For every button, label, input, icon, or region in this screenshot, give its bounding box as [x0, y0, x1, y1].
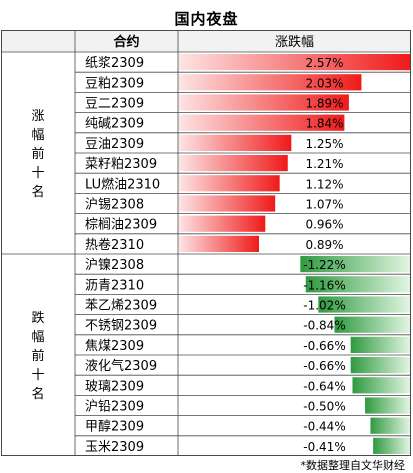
change-label: 1.89%: [305, 97, 343, 111]
change-label: 1.84%: [305, 117, 343, 131]
header-background: [1, 30, 411, 52]
change-label: -1.02%: [303, 299, 345, 313]
loss-bar: [365, 397, 410, 414]
contract-name: 苯乙烯2309: [85, 299, 157, 314]
contract-name: 菜籽粕2309: [85, 157, 157, 172]
gainers-group-label-char: 名: [31, 184, 44, 200]
contract-name: 纯碱2309: [85, 117, 144, 132]
change-label: 2.03%: [305, 76, 343, 90]
change-label: -0.64%: [303, 379, 345, 393]
losers-group-label-char: 名: [31, 386, 44, 402]
table-border: [1, 30, 411, 456]
contract-name: 不锈钢2309: [85, 319, 157, 334]
loss-bar: [352, 377, 410, 394]
change-label: 1.25%: [305, 137, 343, 151]
contract-name: 沥青2310: [85, 278, 144, 293]
gain-bar: [179, 235, 259, 252]
change-label: -0.84%: [303, 319, 345, 333]
gain-bar: [179, 54, 410, 71]
contract-name: 热卷2310: [85, 237, 144, 253]
loss-bar: [350, 336, 410, 353]
change-table: 合约 涨跌幅 纸浆2309 2.57% 豆粕2309 2.03% 豆二2309 1.89% 纯碱…: [1, 30, 411, 456]
contract-name: 棕榈油2309: [85, 218, 157, 233]
contract-name: 玉米2309: [85, 440, 144, 455]
gain-bar: [179, 74, 362, 91]
contract-name: 沪铅2309: [85, 399, 144, 415]
gain-bar: [179, 175, 280, 192]
change-label: -1.22%: [303, 258, 345, 272]
change-label: -0.44%: [303, 420, 345, 434]
contract-name: 纸浆2309: [85, 56, 144, 71]
change-label: -0.41%: [303, 440, 345, 454]
losers-group-label-char: 跌: [31, 310, 44, 326]
loss-bar: [350, 357, 410, 374]
loss-bar: [318, 296, 410, 313]
gainers-group-label-char: 幅: [31, 128, 44, 143]
source-footnote: *数据整理自文华财经: [300, 459, 406, 472]
header-contract: 合约: [113, 34, 139, 50]
losers-group-label-char: 十: [31, 368, 44, 383]
losers-group-label-char: 前: [31, 348, 44, 364]
change-label: 1.07%: [305, 198, 343, 212]
gainers-group-label-char: 前: [31, 146, 44, 162]
gain-bar: [179, 94, 349, 111]
contract-name: 玻璃2309: [85, 379, 144, 394]
loss-bar: [300, 256, 410, 273]
loss-bar: [334, 316, 410, 333]
loss-bar: [305, 276, 410, 293]
change-label: 1.21%: [305, 157, 343, 171]
gainers-group-label-char: 涨: [31, 109, 44, 124]
gain-bar: [179, 134, 292, 151]
change-label: -0.66%: [303, 339, 345, 353]
change-label: 1.12%: [305, 177, 343, 191]
chart-title: 国内夜盘: [174, 10, 239, 28]
contract-name: 沪镍2308: [85, 257, 144, 273]
contract-name: 豆二2309: [85, 97, 144, 112]
contract-name: 沪锡2308: [85, 197, 144, 213]
gain-bar: [179, 155, 288, 172]
change-label: 2.57%: [305, 56, 343, 70]
contract-name: 甲醇2309: [85, 419, 144, 435]
contract-name: 豆粕2309: [85, 76, 144, 91]
gain-bar: [179, 195, 276, 212]
change-label: 0.96%: [305, 218, 343, 232]
contract-name: 豆油2309: [85, 137, 144, 152]
change-label: -1.16%: [303, 278, 345, 292]
gain-bar: [179, 215, 266, 232]
gain-bar: [179, 114, 345, 131]
contract-name: 焦煤2309: [85, 339, 144, 354]
change-label: -0.66%: [303, 359, 345, 373]
losers-group-label-char: 幅: [31, 330, 44, 345]
change-label: 0.89%: [305, 238, 343, 252]
change-label: -0.50%: [303, 400, 345, 414]
loss-bar: [373, 437, 410, 454]
header-change: 涨跌幅: [275, 34, 314, 50]
gainers-group-label-char: 十: [31, 166, 44, 181]
contract-name: LU燃油2310: [85, 176, 160, 192]
loss-bar: [370, 417, 410, 434]
contract-name: 液化气2309: [85, 358, 157, 374]
